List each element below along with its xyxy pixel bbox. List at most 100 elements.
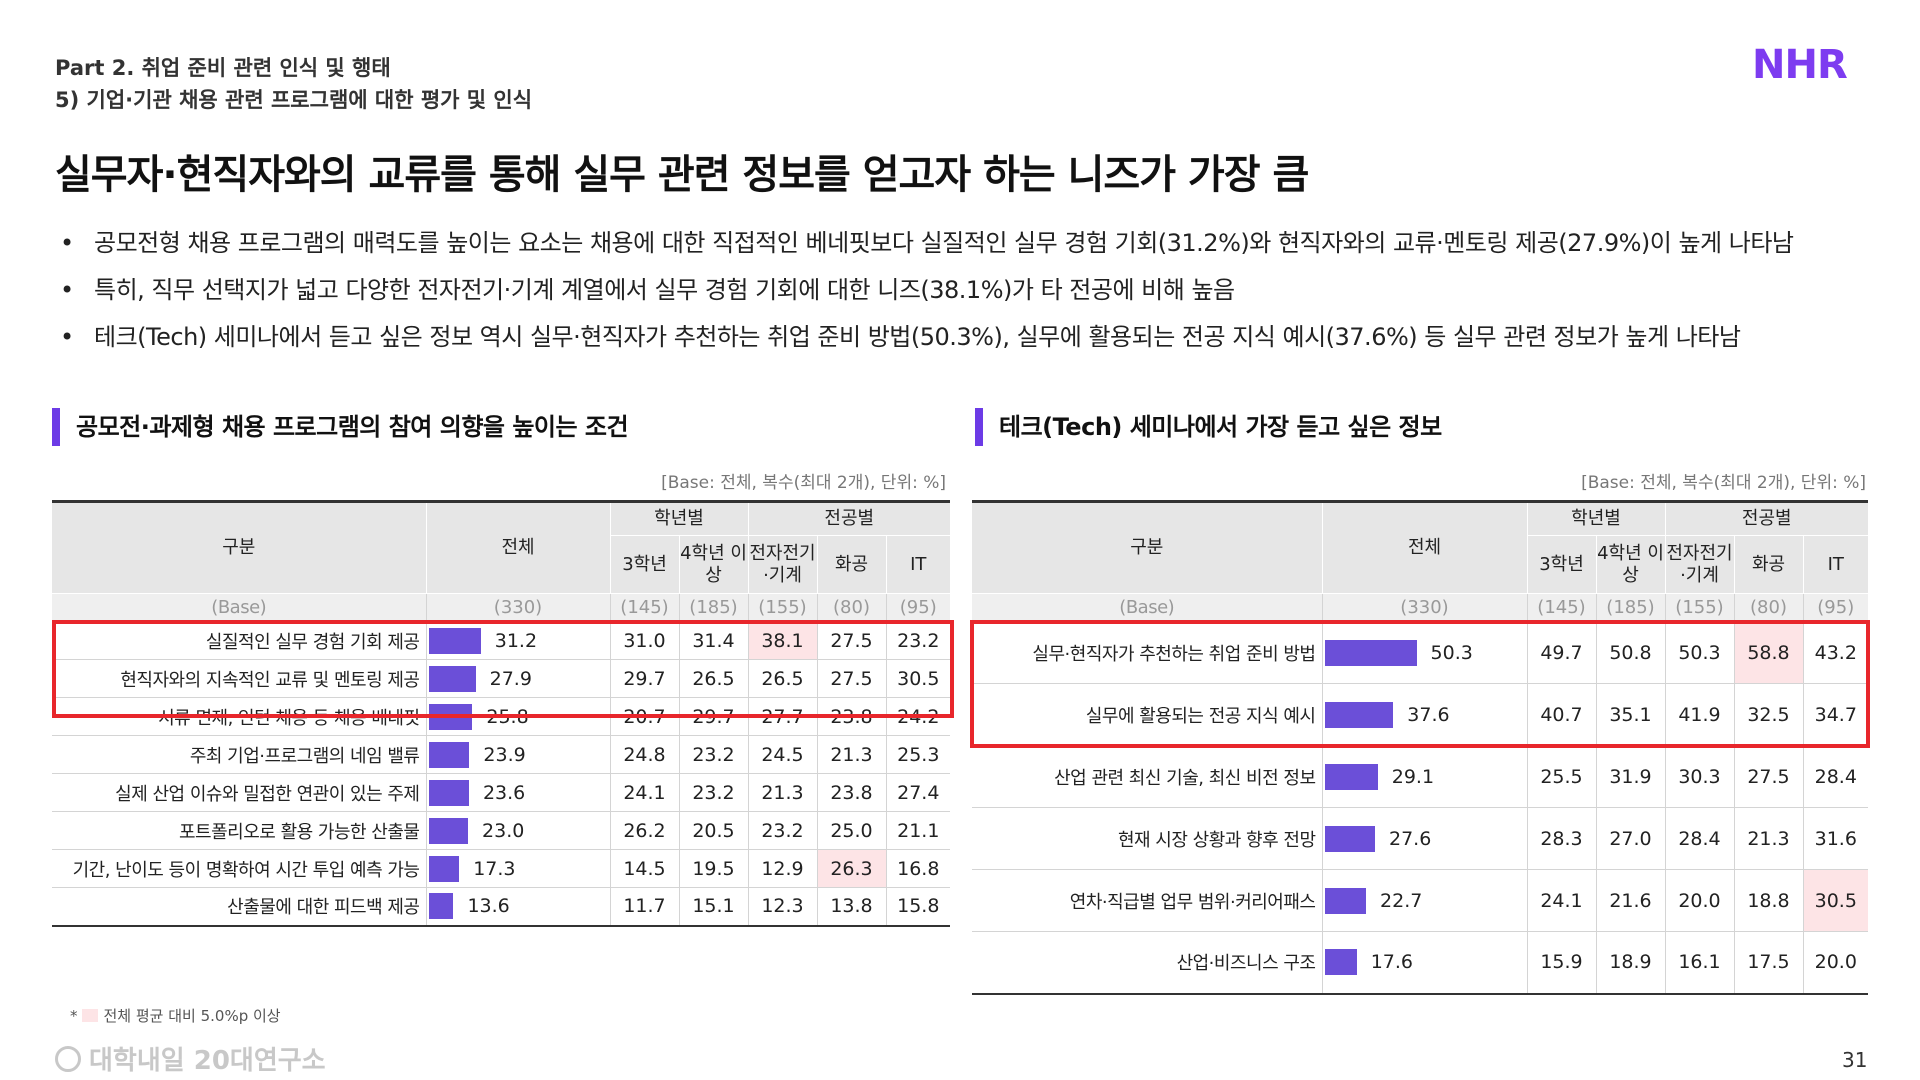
header-col: 전자전기·기계 — [1664, 535, 1734, 594]
total-bar-cell: 29.1 — [1321, 745, 1527, 808]
row-label: 기간, 난이도 등이 명확하여 시간 투입 예측 가능 — [52, 849, 426, 888]
row-value: 21.3 — [1733, 807, 1803, 870]
table-row: 현재 시장 상황과 향후 전망 27.6 28.3 27.0 28.4 21.3 31.6 — [972, 807, 1869, 870]
base-count: (145) — [609, 593, 679, 622]
total-bar — [1324, 825, 1375, 852]
row-label: 연차·직급별 업무 범위·커리어패스 — [972, 869, 1322, 932]
header-grade-group: 학년별 — [609, 500, 748, 536]
base-count: (185) — [1595, 593, 1665, 622]
row-value: 27.4 — [885, 773, 951, 812]
row-value: 23.2 — [678, 735, 748, 774]
total-bar — [1324, 701, 1394, 728]
row-value: 11.7 — [609, 887, 679, 927]
total-value: 22.7 — [1380, 889, 1423, 912]
base-label: (Base) — [972, 593, 1322, 622]
total-bar-cell: 27.6 — [1321, 807, 1527, 870]
bullet-item: 공모전형 채용 프로그램의 매력도를 높이는 요소는 채용에 대한 직접적인 베… — [60, 220, 1860, 267]
header-category: 구분 — [972, 500, 1322, 594]
total-value: 29.1 — [1391, 765, 1435, 788]
header-col: 3학년 — [1526, 535, 1596, 594]
footnote: * 전체 평균 대비 5.0%p 이상 — [70, 1005, 281, 1026]
total-value: 23.6 — [482, 781, 526, 804]
row-value: 27.7 — [747, 697, 817, 736]
row-value: 24.2 — [885, 697, 951, 736]
row-value: 50.8 — [1595, 621, 1665, 684]
footnote-asterisk: * — [70, 1006, 78, 1025]
part-label: Part 2. 취업 준비 관련 인식 및 행태 — [55, 56, 391, 80]
base-row: (Base) (330) (145) (185) (155) (80) (95) — [52, 593, 951, 622]
row-value: 20.0 — [1664, 869, 1734, 932]
row-value: 30.3 — [1664, 745, 1734, 808]
total-bar — [428, 893, 454, 920]
total-bar — [1324, 639, 1417, 666]
total-bar — [1324, 887, 1367, 914]
header-col: 화공 — [816, 535, 886, 594]
row-value: 20.7 — [609, 697, 679, 736]
header-col: IT — [885, 535, 951, 594]
row-value: 17.5 — [1733, 931, 1803, 995]
table-row: 연차·직급별 업무 범위·커리어패스 22.7 24.1 21.6 20.0 18.8 30… — [972, 869, 1869, 932]
row-value: 41.9 — [1664, 683, 1734, 746]
nhr-logo: NHR — [1752, 42, 1848, 88]
total-value: 23.0 — [482, 819, 525, 842]
row-value: 14.5 — [609, 849, 679, 888]
table-row: 포트폴리오로 활용 가능한 산출물 23.0 26.2 20.5 23.2 25.0 21.… — [52, 811, 951, 850]
total-bar-cell: 27.9 — [425, 659, 610, 698]
row-value: 40.7 — [1526, 683, 1596, 746]
table-row: 산업·비즈니스 구조 17.6 15.9 18.9 16.1 17.5 20.0 — [972, 931, 1869, 995]
table-row: 기간, 난이도 등이 명확하여 시간 투입 예측 가능 17.3 14.5 19.5 1… — [52, 849, 951, 888]
row-label: 실무·현직자가 추천하는 취업 준비 방법 — [972, 621, 1322, 684]
header-category: 구분 — [52, 500, 426, 594]
total-bar-cell: 23.6 — [425, 773, 610, 812]
row-value: 27.5 — [816, 621, 886, 660]
bullet-item: 테크(Tech) 세미나에서 듣고 싶은 정보 역시 실무·현직자가 추천하는 … — [60, 314, 1860, 361]
footnote-text: 전체 평균 대비 5.0%p 이상 — [103, 1007, 281, 1025]
row-value: 21.6 — [1595, 869, 1665, 932]
total-value: 27.6 — [1389, 827, 1432, 850]
base-count: (95) — [885, 593, 951, 622]
left-panel-title: 공모전·과제형 채용 프로그램의 참여 의향을 높이는 조건 — [52, 408, 629, 446]
base-count: (95) — [1802, 593, 1869, 622]
row-label: 실질적인 실무 경험 기회 제공 — [52, 621, 426, 660]
row-value: 13.8 — [816, 887, 886, 927]
row-value: 23.8 — [816, 697, 886, 736]
total-bar-cell: 37.6 — [1321, 683, 1527, 746]
page-title: 실무자·현직자와의 교류를 통해 실무 관련 정보를 얻고자 하는 니즈가 가장… — [55, 152, 1309, 198]
total-bar — [428, 855, 460, 882]
header-col: 4학년 이상 — [1595, 535, 1665, 594]
row-value: 30.5 — [1802, 869, 1869, 932]
total-bar-cell: 23.0 — [425, 811, 610, 850]
base-count: (80) — [816, 593, 886, 622]
header-total: 전체 — [1321, 500, 1527, 594]
header-col: 4학년 이상 — [678, 535, 748, 594]
row-value: 21.3 — [747, 773, 817, 812]
header-total: 전체 — [425, 500, 610, 594]
row-value: 26.2 — [609, 811, 679, 850]
row-value: 25.3 — [885, 735, 951, 774]
total-bar — [428, 627, 481, 654]
row-value: 12.9 — [747, 849, 817, 888]
page-number: 31 — [1842, 1048, 1868, 1072]
row-value: 20.5 — [678, 811, 748, 850]
total-bar-cell: 13.6 — [425, 887, 610, 927]
left-data-table: 구분 전체 학년별 전공별 3학년 4학년 이상 전자전기·기계 화공 IT (… — [52, 500, 951, 927]
row-value: 23.8 — [816, 773, 886, 812]
row-value: 30.5 — [885, 659, 951, 698]
base-total: (330) — [1321, 593, 1527, 622]
total-bar — [428, 741, 470, 768]
base-total: (330) — [425, 593, 610, 622]
total-bar-cell: 50.3 — [1321, 621, 1527, 684]
row-value: 12.3 — [747, 887, 817, 927]
row-value: 24.8 — [609, 735, 679, 774]
header-major-group: 전공별 — [1664, 500, 1869, 536]
row-value: 24.1 — [1526, 869, 1596, 932]
row-value: 16.1 — [1664, 931, 1734, 995]
section-label: 5) 기업·기관 채용 관련 프로그램에 대한 평가 및 인식 — [55, 88, 533, 112]
bullet-item: 특히, 직무 선택지가 넓고 다양한 전자전기·기계 계열에서 실무 경험 기회… — [60, 267, 1860, 314]
right-base-note: [Base: 전체, 복수(최대 2개), 단위: %] — [1581, 473, 1866, 493]
base-count: (145) — [1526, 593, 1596, 622]
row-value: 31.6 — [1802, 807, 1869, 870]
row-value: 18.8 — [1733, 869, 1803, 932]
row-label: 포트폴리오로 활용 가능한 산출물 — [52, 811, 426, 850]
highlight-swatch — [81, 1009, 98, 1022]
